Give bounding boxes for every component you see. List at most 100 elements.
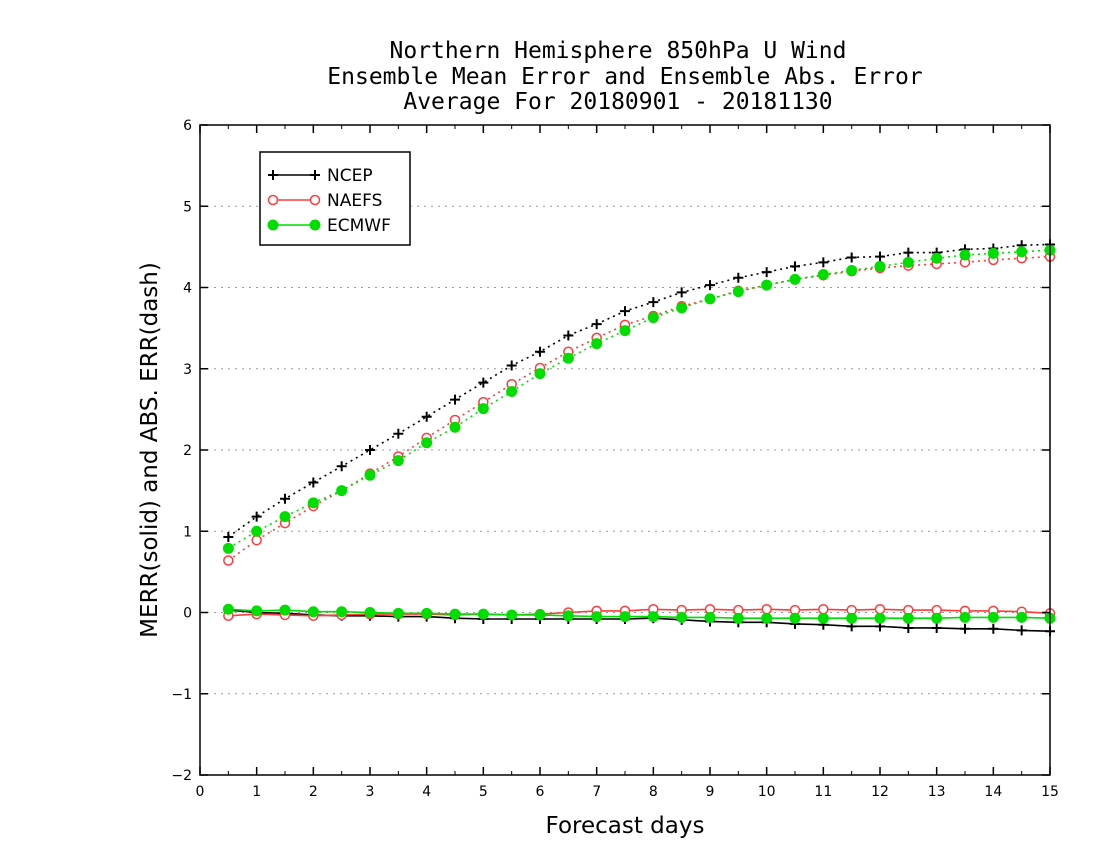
ecmwf-abs-err-point bbox=[676, 302, 688, 314]
y-tick-label: 0 bbox=[183, 606, 192, 622]
naefs-mean-err-point bbox=[874, 604, 886, 615]
ncep-abs-err-line bbox=[227, 243, 1051, 538]
legend-label: NCEP bbox=[327, 166, 373, 186]
ecmwf-abs-err-point bbox=[336, 485, 348, 497]
ecmwf-abs-err-point bbox=[619, 325, 631, 337]
ncep-abs-err-point bbox=[506, 360, 517, 371]
legend-marker bbox=[309, 219, 321, 231]
y-tick-label: 1 bbox=[183, 524, 192, 540]
ecmwf-abs-err-point bbox=[279, 511, 291, 523]
ecmwf-abs-err-point bbox=[789, 273, 801, 285]
series-naefs bbox=[223, 251, 1056, 621]
ecmwf-mean-err-point bbox=[1016, 611, 1028, 623]
ecmwf-abs-err-point bbox=[591, 338, 603, 350]
ncep-abs-err-point bbox=[336, 461, 347, 472]
legend-item: NCEP bbox=[268, 166, 373, 186]
ecmwf-abs-err-point bbox=[704, 293, 716, 305]
ecmwf-mean-err-point bbox=[279, 604, 291, 616]
y-tick-label: 4 bbox=[183, 281, 192, 297]
ecmwf-abs-err-point bbox=[874, 260, 886, 272]
ncep-abs-err-point bbox=[648, 297, 659, 308]
y-tick-label: 2 bbox=[183, 443, 192, 459]
ecmwf-mean-err-point bbox=[789, 612, 801, 624]
ecmwf-mean-err-point bbox=[676, 611, 688, 623]
ecmwf-abs-err-point bbox=[506, 386, 518, 397]
x-tick-label: 7 bbox=[592, 784, 601, 800]
legend-item: ECMWF bbox=[267, 216, 391, 236]
y-tick-label: 6 bbox=[183, 118, 192, 134]
x-tick-label: 10 bbox=[758, 784, 776, 800]
ncep-abs-err-point bbox=[875, 251, 885, 262]
ncep-mean-err-point bbox=[931, 622, 942, 633]
ncep-mean-err-point bbox=[988, 623, 999, 634]
naefs-mean-err-point bbox=[761, 604, 772, 615]
ecmwf-abs-err-point bbox=[931, 252, 943, 264]
legend: NCEP NAEFS ECMWF bbox=[259, 151, 411, 246]
y-tick-label: −2 bbox=[171, 768, 192, 784]
x-tick-label: 1 bbox=[252, 784, 261, 800]
ecmwf-abs-err-point bbox=[251, 525, 263, 537]
y-tick-label: −1 bbox=[171, 687, 192, 703]
y-tick-label: 3 bbox=[183, 362, 192, 378]
ecmwf-abs-err-point bbox=[477, 403, 489, 415]
ecmwf-mean-err-point bbox=[562, 610, 574, 622]
ecmwf-mean-err-point bbox=[761, 612, 773, 624]
ecmwf-abs-err-point bbox=[449, 421, 461, 433]
ecmwf-mean-err-point bbox=[477, 608, 489, 620]
ecmwf-mean-err-point bbox=[619, 611, 631, 623]
ncep-abs-err-point bbox=[223, 531, 234, 542]
legend-box bbox=[259, 151, 411, 246]
ncep-abs-err-point bbox=[365, 445, 375, 455]
ecmwf-abs-err-point bbox=[1016, 246, 1028, 258]
naefs-abs-err-point bbox=[223, 555, 234, 566]
ncep-abs-err-point bbox=[591, 319, 602, 330]
series-ecmwf bbox=[222, 244, 1056, 624]
ecmwf-mean-err-point bbox=[732, 612, 744, 624]
ecmwf-abs-err-point bbox=[647, 312, 659, 324]
title-line-3: Average For 20180901 - 20181130 bbox=[403, 89, 832, 115]
legend-label: NAEFS bbox=[327, 191, 382, 211]
ncep-abs-err-point bbox=[790, 261, 800, 272]
legend-marker bbox=[309, 194, 321, 206]
naefs-mean-err-point bbox=[818, 604, 829, 615]
ecmwf-mean-err-point bbox=[647, 611, 659, 623]
naefs-abs-err-line bbox=[227, 255, 1051, 562]
x-tick-label: 2 bbox=[309, 784, 318, 800]
ecmwf-mean-err-point bbox=[874, 612, 886, 624]
ecmwf-mean-err-point bbox=[987, 611, 999, 623]
ecmwf-mean-err-point bbox=[392, 607, 404, 619]
x-tick-label: 6 bbox=[536, 784, 545, 800]
ecmwf-abs-err-point bbox=[987, 247, 999, 259]
ncep-abs-err-point bbox=[620, 306, 630, 317]
legend-marker bbox=[310, 170, 320, 180]
x-tick-label: 11 bbox=[814, 784, 832, 800]
title-line-1: Northern Hemisphere 850hPa U Wind bbox=[390, 38, 847, 64]
ecmwf-abs-err-point bbox=[534, 368, 546, 380]
ecmwf-mean-err-point bbox=[449, 608, 461, 620]
x-tick-label: 4 bbox=[422, 784, 431, 800]
x-tick-label: 12 bbox=[871, 784, 889, 800]
ecmwf-mean-err-point bbox=[902, 612, 914, 624]
ncep-mean-err-point bbox=[903, 622, 914, 633]
ecmwf-abs-err-point bbox=[846, 264, 858, 276]
ncep-abs-err-point bbox=[393, 428, 404, 439]
ncep-abs-err-point bbox=[421, 411, 432, 422]
naefs-abs-err-point bbox=[251, 534, 262, 546]
ncep-abs-err-point bbox=[280, 493, 290, 504]
ecmwf-abs-err-point bbox=[392, 455, 404, 467]
ecmwf-abs-err-point bbox=[902, 256, 914, 268]
ecmwf-mean-err-point bbox=[307, 606, 319, 618]
ncep-abs-err-point bbox=[676, 287, 687, 298]
legend-label: ECMWF bbox=[327, 216, 391, 236]
ncep-abs-err-point bbox=[450, 394, 460, 405]
x-tick-label: 8 bbox=[649, 784, 658, 800]
ecmwf-mean-err-point bbox=[336, 606, 348, 618]
ecmwf-abs-err-point bbox=[817, 269, 829, 280]
ecmwf-abs-err-point bbox=[421, 437, 433, 449]
ecmwf-mean-err-point bbox=[534, 609, 546, 621]
x-tick-label: 3 bbox=[366, 784, 375, 800]
ncep-abs-err-point bbox=[761, 267, 772, 278]
legend-marker bbox=[268, 170, 278, 180]
x-tick-label: 5 bbox=[479, 784, 488, 800]
ncep-abs-err-point bbox=[705, 280, 715, 291]
